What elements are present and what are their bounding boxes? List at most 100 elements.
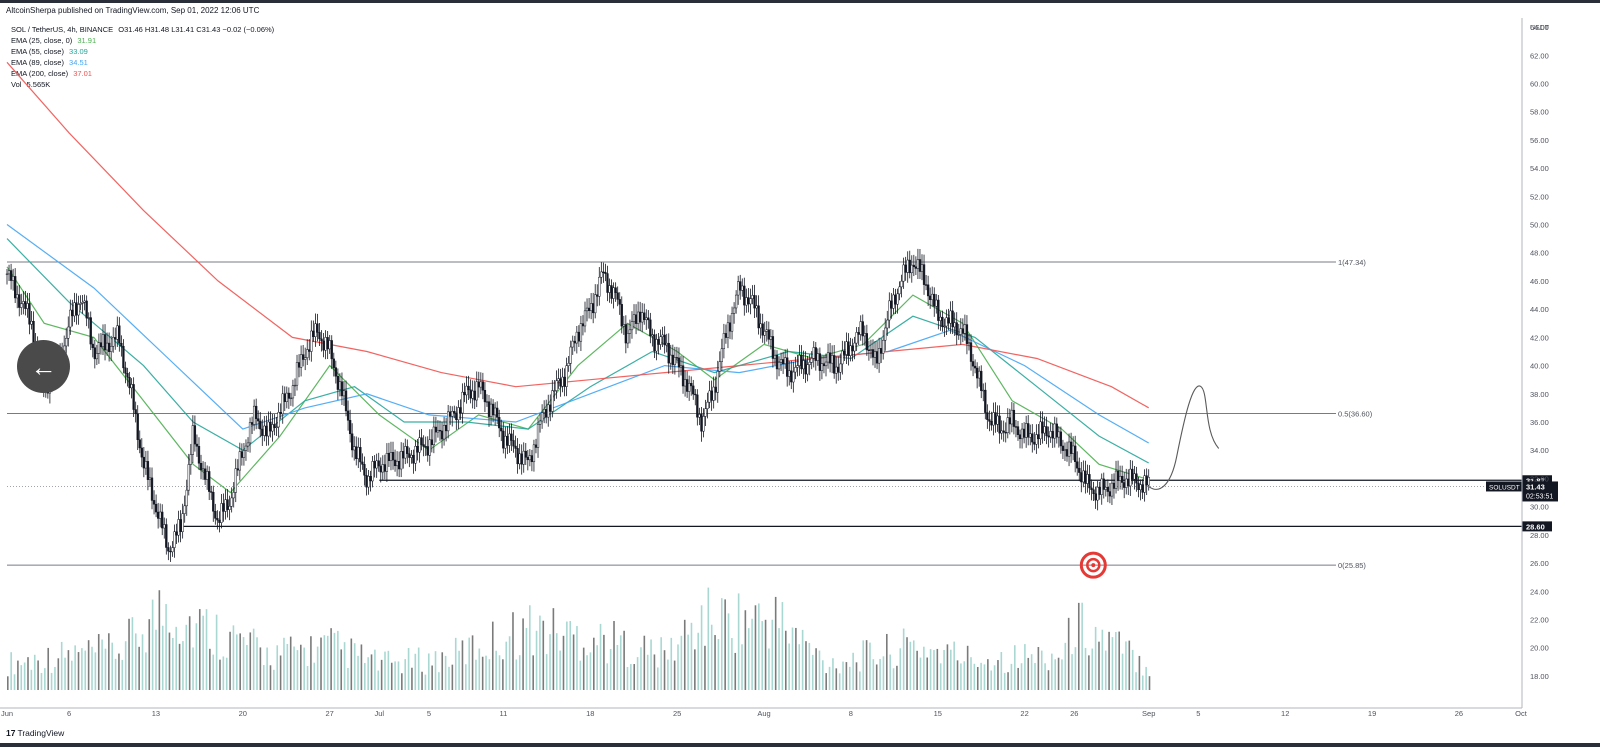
volume-bar <box>818 650 821 690</box>
volume-bar <box>646 654 649 690</box>
volume-bar <box>158 590 161 690</box>
y-unit-label: USDT <box>1530 25 1550 32</box>
volume-bar <box>363 662 366 690</box>
candle-body <box>559 378 562 387</box>
volume-bar <box>465 664 467 690</box>
legend-indicator-vol[interactable]: Vol 5.565K <box>11 79 274 90</box>
candle-body <box>91 343 94 348</box>
candle-body <box>532 444 536 463</box>
candle-body <box>14 276 17 299</box>
candle-body <box>397 461 401 470</box>
volume-bar <box>717 639 720 690</box>
candle-body <box>112 337 115 347</box>
bottom-border <box>0 743 1600 747</box>
volume-bar <box>175 626 177 690</box>
candle-body <box>861 321 864 337</box>
candle-body <box>953 322 956 328</box>
candle-body <box>1096 486 1099 501</box>
candle-body <box>361 461 364 465</box>
candle-body <box>197 446 201 464</box>
candle-body <box>1063 449 1067 451</box>
candle-body <box>136 413 139 440</box>
legend-indicator-ema89[interactable]: EMA (89, close) 34.51 <box>11 57 274 68</box>
candle-body <box>1018 434 1022 440</box>
candle-body <box>1022 428 1026 438</box>
volume-bar <box>778 628 780 690</box>
candle-body <box>798 355 801 366</box>
candle-body <box>216 518 219 521</box>
candle-body <box>536 424 540 448</box>
tradingview-brand[interactable]: 17 TradingView <box>6 728 64 738</box>
legend-indicator-ema25[interactable]: EMA (25, close, 0) 31.91 <box>11 35 274 46</box>
volume-bar <box>869 642 871 690</box>
candle-body <box>716 371 719 393</box>
x-tick-label: 12 <box>1281 709 1289 718</box>
legend-indicator-ema200[interactable]: EMA (200, close) 37.01 <box>11 68 274 79</box>
volume-bar <box>427 653 430 690</box>
volume-bar <box>552 608 555 690</box>
candle-body <box>982 389 985 392</box>
candle-body <box>528 455 532 461</box>
candle-body <box>65 338 68 347</box>
volume-bar <box>811 654 814 690</box>
x-tick-label: 26 <box>1455 709 1463 718</box>
candle-body <box>747 297 750 305</box>
candle-body <box>140 447 143 458</box>
candle-body <box>506 435 509 446</box>
candle-body <box>1055 423 1058 438</box>
volume-bar <box>84 650 87 690</box>
legend-symbol-row[interactable]: SOL / TetherUS, 4h, BINANCE O31.46 H31.4… <box>11 24 274 35</box>
volume-bar <box>926 657 929 690</box>
candle-body <box>890 300 893 309</box>
candle-body <box>1069 441 1073 454</box>
legend-indicator-ema55[interactable]: EMA (55, close) 33.09 <box>11 46 274 57</box>
volume-bar <box>650 639 652 690</box>
volume-bar <box>451 664 454 690</box>
volume-bar <box>822 660 824 690</box>
volume-bar <box>57 658 60 690</box>
candle-body <box>679 365 683 368</box>
fib-level-label: 1(47.34) <box>1338 258 1366 267</box>
candle-body <box>252 405 256 425</box>
volume-bar <box>549 634 551 690</box>
candle-body <box>230 497 233 507</box>
candle-body <box>489 403 493 417</box>
volume-bar <box>151 599 154 690</box>
candle-body <box>224 499 227 512</box>
candle-body <box>7 270 11 275</box>
candle-body <box>173 531 176 548</box>
candle-body <box>428 439 431 456</box>
volume-bar <box>239 633 241 690</box>
volume-bar <box>30 669 33 690</box>
volume-bar <box>636 657 639 690</box>
candle-body <box>671 354 674 365</box>
volume-bar <box>1030 654 1033 690</box>
volume-bar <box>10 652 12 690</box>
volume-bar <box>384 651 386 690</box>
back-button[interactable]: ← <box>17 340 70 393</box>
candle-body <box>371 461 374 482</box>
volume-bar <box>390 662 393 690</box>
volume-bar <box>535 630 538 690</box>
candle-body <box>26 303 29 309</box>
candle-body <box>706 401 709 409</box>
volume-bar <box>771 619 774 690</box>
candle-body <box>773 354 777 359</box>
current-price-value: 31.43 <box>1526 482 1545 491</box>
volume-bar <box>714 635 716 690</box>
candle-body <box>575 331 578 344</box>
volume-bar <box>306 666 309 690</box>
volume-bar <box>896 665 898 690</box>
candle-body <box>722 333 726 350</box>
candle-body <box>365 474 368 488</box>
candle-body <box>1112 482 1116 489</box>
x-tick-label: 11 <box>499 709 507 718</box>
volume-bar <box>1020 663 1023 690</box>
candle-body <box>144 461 148 469</box>
volume-bar <box>81 648 83 690</box>
candle-body <box>1053 423 1056 439</box>
volume-bar <box>262 665 265 690</box>
candle-body <box>71 309 74 317</box>
candle-body <box>1100 478 1103 495</box>
